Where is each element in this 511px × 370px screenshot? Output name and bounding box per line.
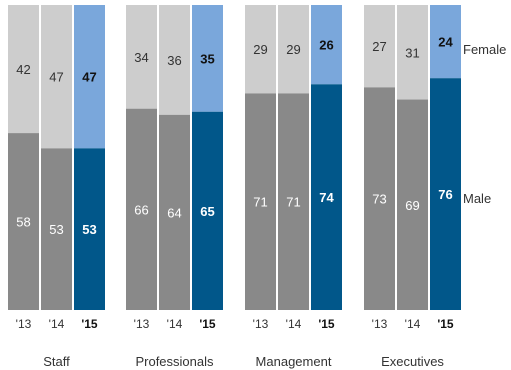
bar-male-executives-13 xyxy=(364,87,395,310)
label-female-staff-15: 47 xyxy=(82,70,96,85)
tick-executives-13: '13 xyxy=(372,317,388,331)
tick-professionals-13: '13 xyxy=(134,317,150,331)
tick-management-13: '13 xyxy=(253,317,269,331)
tick-management-14: '14 xyxy=(286,317,302,331)
bar-male-staff-15 xyxy=(74,148,105,310)
label-female-professionals-14: 36 xyxy=(167,53,181,68)
label-female-professionals-15: 35 xyxy=(200,51,214,66)
tick-management-15: '15 xyxy=(318,317,335,331)
label-female-professionals-13: 34 xyxy=(134,50,148,65)
bar-male-executives-15 xyxy=(430,78,461,310)
labels-layer: 42 58 '13 47 53 '14 47 53 '15 Staff 34 66 '13 36 64 '14… xyxy=(16,35,454,369)
bar-female-professionals-15 xyxy=(192,5,223,112)
bar-male-professionals-13 xyxy=(126,108,157,310)
bar-male-management-14 xyxy=(278,93,309,310)
tick-executives-15: '15 xyxy=(437,317,454,331)
bar-male-professionals-15 xyxy=(192,111,223,310)
legend-male: Male xyxy=(463,191,491,206)
tick-staff-13: '13 xyxy=(16,317,32,331)
label-male-management-14: 71 xyxy=(286,195,300,210)
label-male-staff-15: 53 xyxy=(82,222,96,237)
legend: Female Male xyxy=(463,42,506,206)
group-label-staff: Staff xyxy=(43,354,70,369)
bar-female-executives-13 xyxy=(364,5,395,88)
group-label-management: Management xyxy=(256,354,332,369)
label-male-staff-14: 53 xyxy=(49,222,63,237)
label-male-professionals-13: 66 xyxy=(134,202,148,217)
group-label-executives: Executives xyxy=(381,354,444,369)
label-female-management-14: 29 xyxy=(286,42,300,57)
bar-male-management-15 xyxy=(311,84,342,310)
tick-staff-14: '14 xyxy=(49,317,65,331)
label-male-staff-13: 58 xyxy=(16,215,30,230)
bar-female-management-14 xyxy=(278,5,309,94)
tick-staff-15: '15 xyxy=(81,317,98,331)
label-female-staff-13: 42 xyxy=(16,62,30,77)
label-female-management-15: 26 xyxy=(319,38,333,53)
bar-female-staff-15 xyxy=(74,5,105,149)
tick-executives-14: '14 xyxy=(405,317,421,331)
bar-male-management-13 xyxy=(245,93,276,310)
bar-male-professionals-14 xyxy=(159,114,190,310)
bar-female-staff-14 xyxy=(41,5,72,149)
bar-male-executives-14 xyxy=(397,99,428,310)
label-male-professionals-15: 65 xyxy=(200,204,214,219)
label-female-executives-15: 24 xyxy=(438,35,453,50)
group-label-professionals: Professionals xyxy=(135,354,214,369)
legend-female: Female xyxy=(463,42,506,57)
label-female-staff-14: 47 xyxy=(49,70,63,85)
label-male-executives-15: 76 xyxy=(438,187,452,202)
bar-female-management-15 xyxy=(311,5,342,85)
label-female-executives-13: 27 xyxy=(372,39,386,54)
label-male-executives-14: 69 xyxy=(405,198,419,213)
bar-female-professionals-14 xyxy=(159,5,190,115)
bar-female-executives-15 xyxy=(430,5,461,79)
bar-female-staff-13 xyxy=(8,5,39,134)
label-male-executives-13: 73 xyxy=(372,192,386,207)
bar-male-staff-14 xyxy=(41,148,72,310)
label-female-executives-14: 31 xyxy=(405,45,419,60)
label-male-management-15: 74 xyxy=(319,190,334,205)
label-male-management-13: 71 xyxy=(253,195,267,210)
tick-professionals-14: '14 xyxy=(167,317,183,331)
label-male-professionals-14: 64 xyxy=(167,205,181,220)
bar-female-management-13 xyxy=(245,5,276,94)
tick-professionals-15: '15 xyxy=(199,317,216,331)
label-female-management-13: 29 xyxy=(253,42,267,57)
bar-female-executives-14 xyxy=(397,5,428,100)
bars-layer xyxy=(8,5,461,310)
bar-female-professionals-13 xyxy=(126,5,157,109)
bar-male-staff-13 xyxy=(8,133,39,310)
